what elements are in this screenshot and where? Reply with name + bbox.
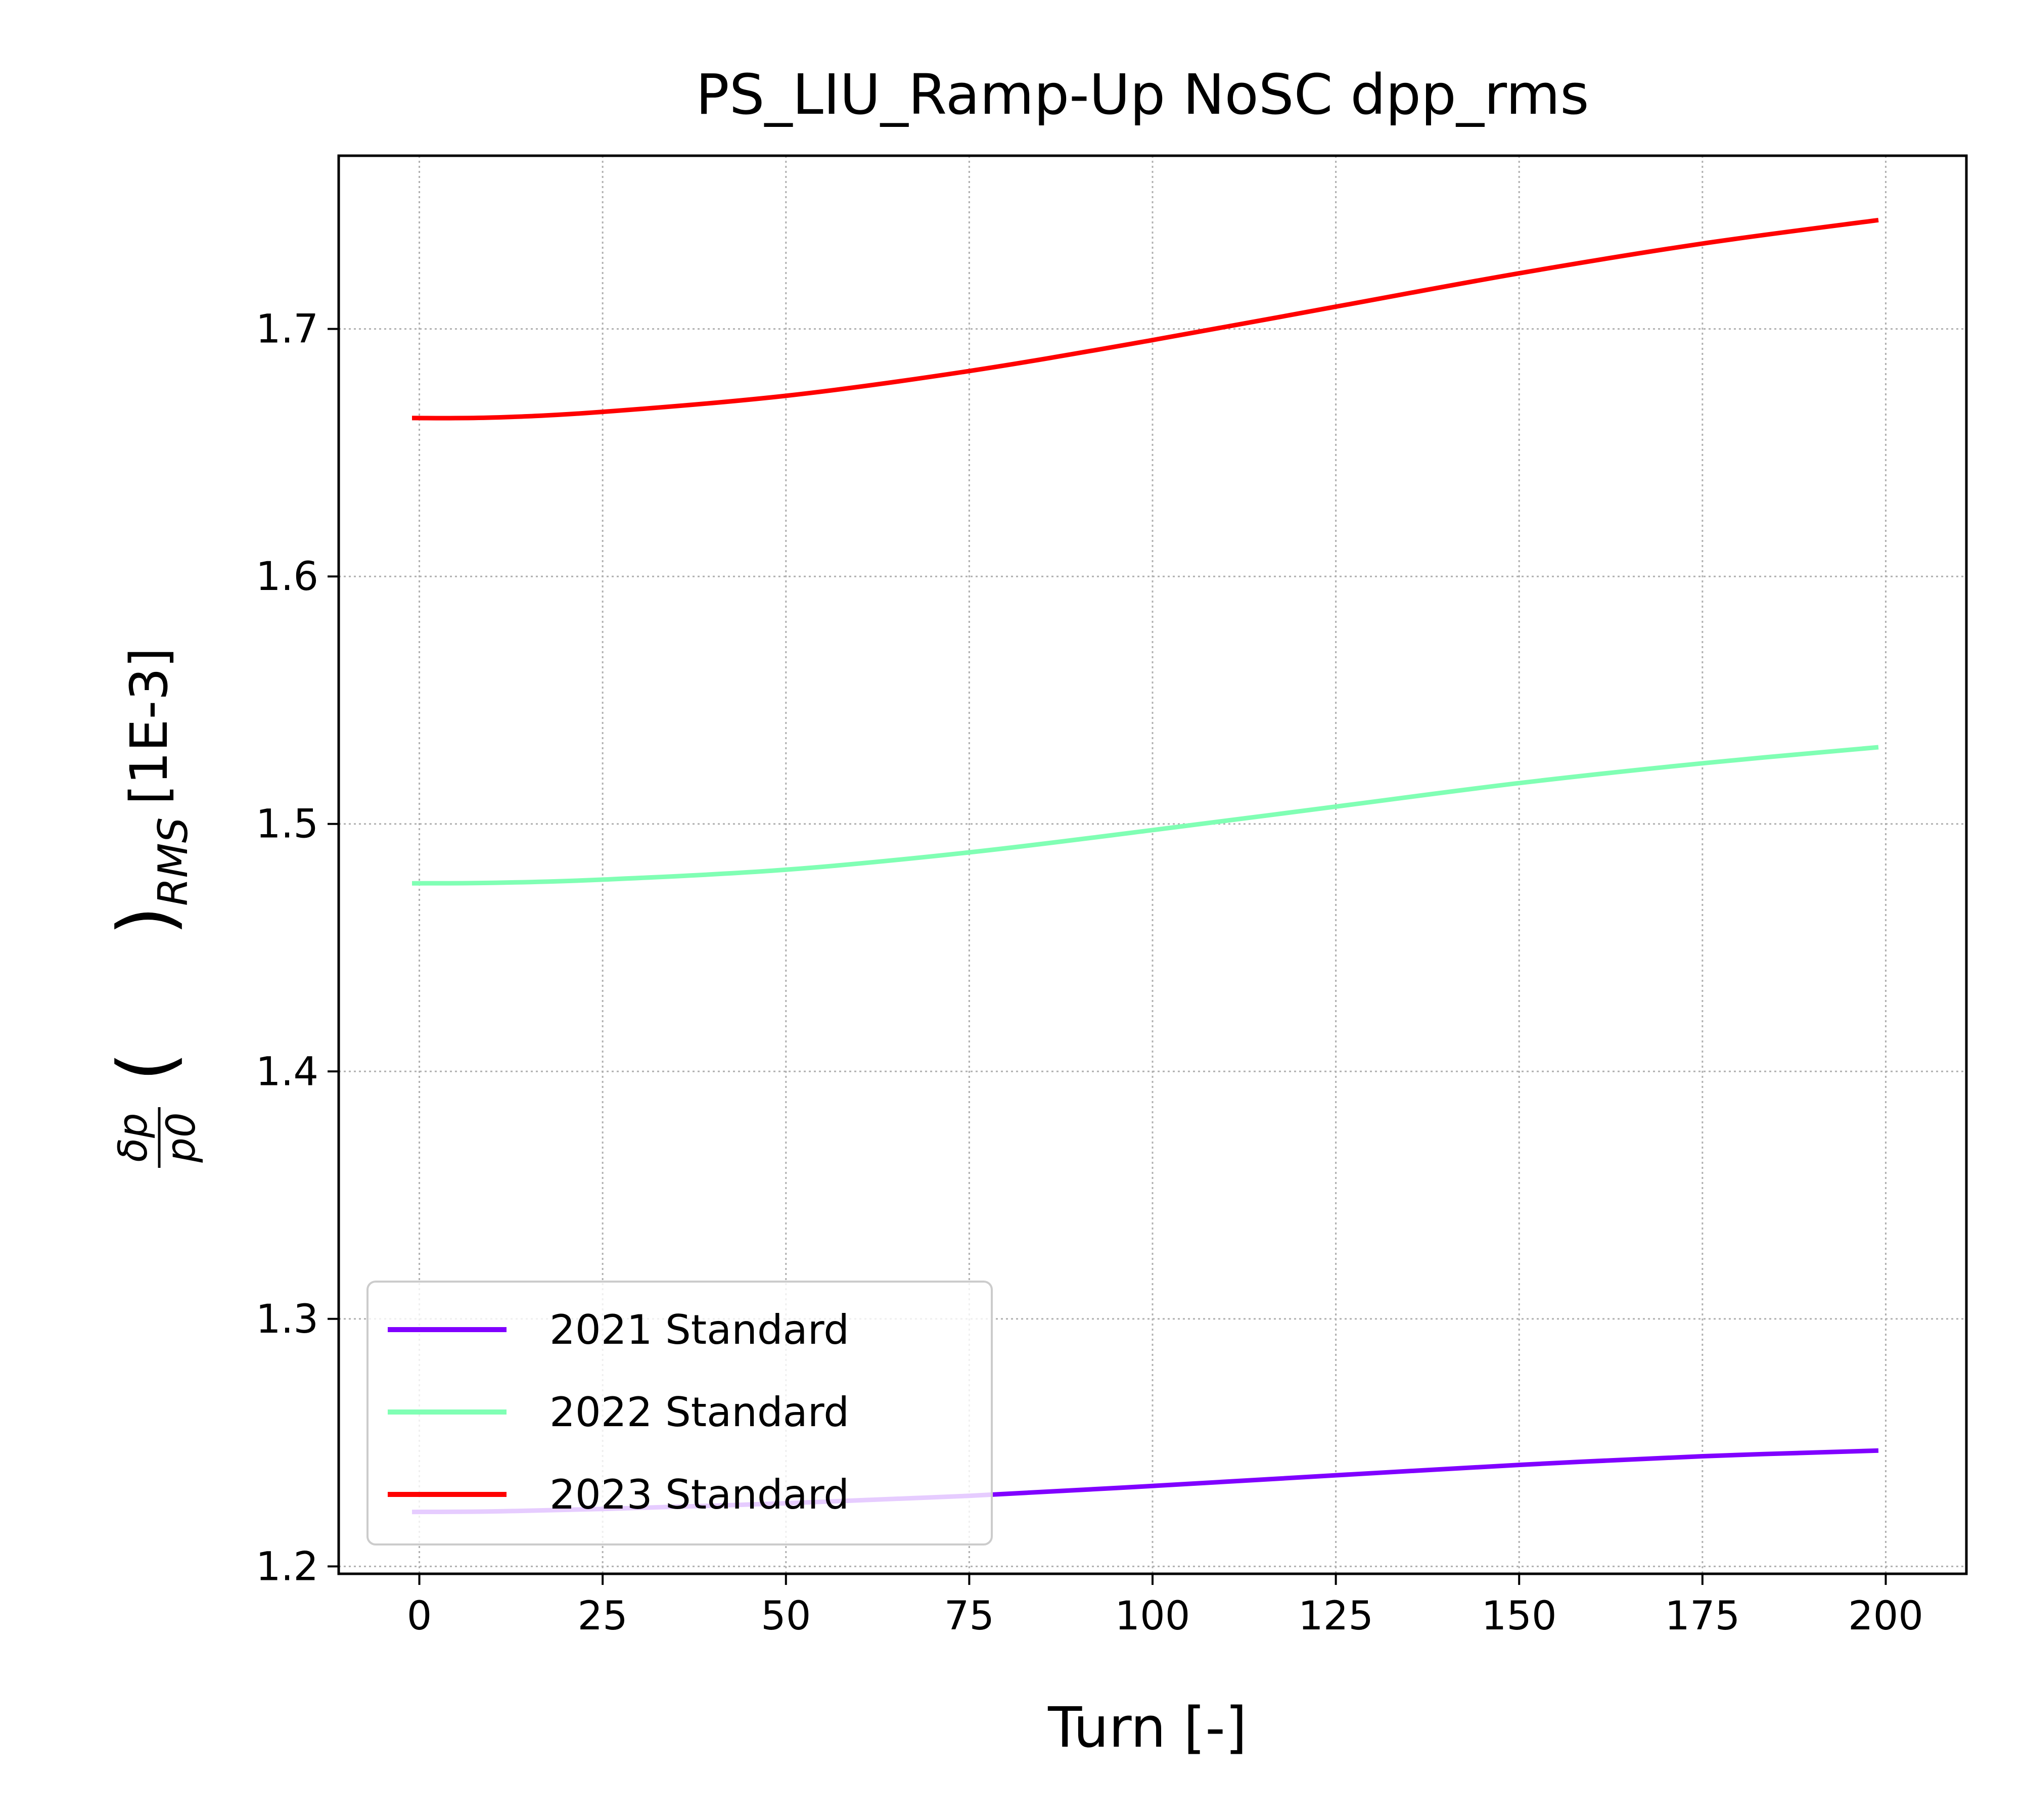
y-label-paren-close: ) (102, 906, 190, 936)
x-axis-label: Turn [-] (1047, 1695, 1247, 1760)
legend-label: 2023 Standard (549, 1471, 849, 1518)
gridlines (339, 156, 1966, 1574)
legend-label: 2021 Standard (549, 1306, 849, 1353)
series-line-3 (412, 217, 1879, 421)
legend: 2021 Standard 2022 Standard 2023 Standard (366, 1281, 993, 1545)
svg-text:()RMS[1E-3]: ()RMS [1E-3] (102, 648, 197, 1081)
series-line-2 (412, 745, 1879, 886)
x-tick-label: 100 (1115, 1594, 1190, 1639)
y-tick-label: 1.7 (256, 307, 318, 352)
x-tick-label: 75 (944, 1594, 994, 1639)
y-tick-label: 1.6 (256, 554, 318, 600)
y-label-paren-open: ( (102, 1052, 190, 1082)
y-axis-label: ()RMS [1E-3] (102, 648, 197, 1081)
y-label-denominator: p0 (159, 1112, 204, 1163)
y-label-unit: [1E-3] (119, 648, 179, 805)
x-tick-label: 25 (578, 1594, 628, 1639)
chart-title: PS_LIU_Ramp-Up NoSC dpp_rms (696, 62, 1589, 127)
y-tick-label: 1.5 (256, 802, 318, 847)
y-label-fraction: δp p0 (111, 1107, 204, 1168)
y-label-subscript: RMS (150, 817, 197, 906)
y-label-numerator: δp (111, 1113, 156, 1162)
x-ticks: 0 25 50 75 100 125 150 175 200 (407, 1574, 1923, 1639)
y-tick-label: 1.4 (256, 1049, 318, 1095)
y-tick-label: 1.3 (256, 1297, 318, 1342)
legend-label: 2022 Standard (549, 1389, 849, 1436)
y-tick-label: 1.2 (256, 1544, 318, 1589)
x-tick-label: 125 (1298, 1594, 1373, 1639)
x-tick-label: 175 (1665, 1594, 1740, 1639)
x-tick-label: 0 (407, 1594, 432, 1639)
x-tick-label: 150 (1482, 1594, 1557, 1639)
x-tick-label: 200 (1848, 1594, 1923, 1639)
legend-box (366, 1281, 993, 1545)
x-tick-label: 50 (761, 1594, 811, 1639)
y-ticks: 1.2 1.3 1.4 1.5 1.6 1.7 (256, 307, 339, 1589)
